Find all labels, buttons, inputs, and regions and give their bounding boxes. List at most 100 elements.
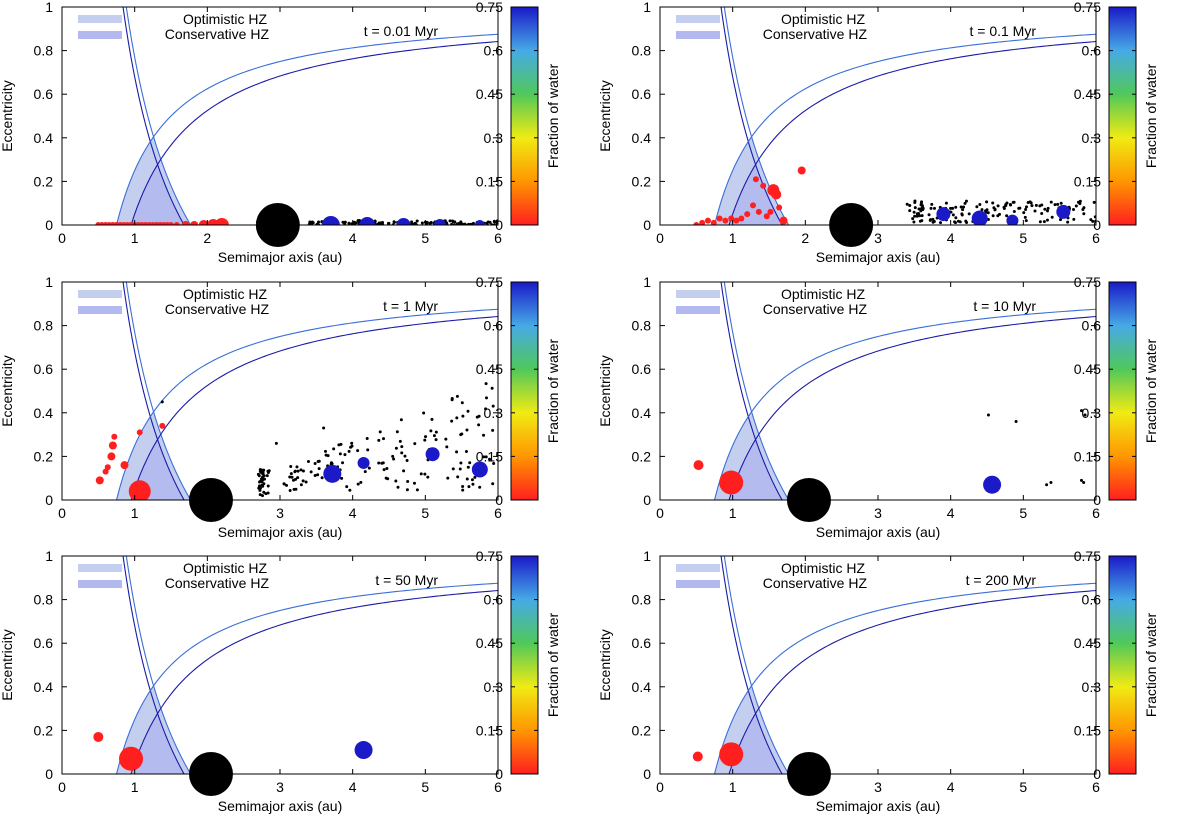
embryo-point bbox=[419, 472, 423, 476]
embryo-point bbox=[378, 430, 382, 434]
embryo-point bbox=[313, 474, 317, 477]
embryo-point bbox=[1024, 219, 1028, 223]
embryo-point bbox=[413, 442, 417, 446]
embryo-point bbox=[1034, 203, 1038, 207]
embryo-point bbox=[412, 481, 416, 485]
embryo-point bbox=[363, 470, 367, 474]
legend-swatch-conservative bbox=[78, 580, 122, 588]
embryo-point bbox=[359, 480, 363, 484]
x-axis-label: Semimajor axis (au) bbox=[218, 798, 342, 814]
y-tick-label: 0.8 bbox=[34, 318, 54, 334]
x-tick-label: 3 bbox=[276, 779, 284, 795]
embryo-point bbox=[915, 214, 919, 218]
embryo-point bbox=[912, 210, 916, 214]
embryo-point bbox=[301, 479, 305, 483]
embryo-point bbox=[398, 439, 402, 443]
embryo-point bbox=[296, 476, 300, 480]
optimistic-outer-curve bbox=[125, 556, 192, 774]
planet-point bbox=[719, 742, 744, 767]
colorbar-tick-label: 0.6 bbox=[484, 592, 504, 608]
embryo-point bbox=[486, 220, 490, 224]
embryo-point bbox=[400, 451, 404, 455]
embryo-point bbox=[939, 221, 943, 225]
legend-label-optimistic: Optimistic HZ bbox=[183, 11, 267, 27]
colorbar-tick-label: 0.75 bbox=[476, 548, 503, 564]
y-axis-label: Eccentricity bbox=[0, 80, 15, 152]
embryo-point bbox=[323, 449, 327, 453]
x-tick-label: 1 bbox=[131, 505, 139, 521]
colorbar-tick-label: 0.75 bbox=[476, 274, 503, 290]
embryo-point bbox=[256, 472, 260, 476]
embryo-point bbox=[1089, 218, 1093, 222]
embryo-point bbox=[1017, 206, 1021, 210]
x-tick-label: 1 bbox=[729, 779, 737, 795]
y-tick-label: 0.4 bbox=[632, 405, 652, 421]
embryo-point bbox=[366, 448, 370, 452]
colorbar-label: Fraction of water bbox=[545, 64, 561, 169]
planet-point bbox=[474, 220, 485, 225]
embryo-point bbox=[380, 222, 384, 225]
embryo-point bbox=[466, 465, 470, 469]
embryo-point bbox=[1049, 481, 1053, 485]
embryo-point bbox=[391, 454, 395, 458]
embryo-point bbox=[468, 461, 472, 465]
embryo-point bbox=[1066, 220, 1070, 224]
conservative-outer-curve bbox=[122, 7, 185, 225]
legend-label-conservative: Conservative HZ bbox=[763, 575, 868, 591]
embryo-point bbox=[341, 461, 345, 465]
embryo-point bbox=[1076, 200, 1080, 204]
colorbar-tick-label: 0.3 bbox=[1082, 405, 1102, 421]
embryo-point bbox=[1024, 208, 1028, 211]
planet-point bbox=[776, 204, 783, 211]
embryo-point bbox=[1046, 209, 1049, 213]
embryo-point bbox=[324, 453, 328, 457]
embryo-point bbox=[986, 211, 990, 215]
embryo-point bbox=[455, 416, 459, 420]
colorbar-label: Fraction of water bbox=[1143, 613, 1159, 718]
optimistic-inner-curve bbox=[713, 582, 1096, 774]
planet-point bbox=[354, 741, 373, 760]
embryo-point bbox=[991, 201, 995, 205]
y-tick-label: 0.2 bbox=[34, 448, 54, 464]
embryo-point bbox=[448, 219, 452, 223]
embryo-point bbox=[1012, 210, 1016, 213]
embryo-point bbox=[908, 209, 912, 213]
x-tick-label: 1 bbox=[131, 230, 139, 246]
embryo-point bbox=[1045, 218, 1049, 222]
colorbar-tick-label: 0.45 bbox=[476, 86, 503, 102]
embryo-point bbox=[381, 461, 385, 465]
embryo-point bbox=[492, 220, 496, 224]
embryo-point bbox=[1079, 478, 1083, 482]
embryo-point bbox=[385, 467, 389, 470]
conservative-outer-curve bbox=[720, 556, 783, 774]
embryo-point bbox=[1040, 212, 1044, 216]
embryo-point bbox=[350, 441, 354, 445]
y-axis-label: Eccentricity bbox=[597, 80, 613, 152]
embryo-point bbox=[463, 222, 467, 225]
legend-label-optimistic: Optimistic HZ bbox=[183, 560, 267, 576]
embryo-point bbox=[458, 467, 462, 471]
planet-point bbox=[128, 480, 151, 500]
legend-swatch-optimistic bbox=[676, 15, 720, 23]
embryo-point bbox=[266, 484, 270, 488]
embryo-point bbox=[290, 475, 294, 479]
embryo-point bbox=[932, 219, 936, 223]
colorbar-tick-label: 0 bbox=[1093, 766, 1101, 782]
embryo-point bbox=[330, 462, 334, 466]
embryo-point bbox=[1014, 420, 1018, 424]
y-tick-label: 0.8 bbox=[34, 43, 54, 59]
planet-point bbox=[719, 470, 744, 495]
embryo-point bbox=[356, 449, 360, 453]
embryo-point bbox=[424, 435, 428, 439]
embryo-point bbox=[451, 219, 455, 223]
time-label: t = 50 Myr bbox=[375, 572, 438, 588]
embryo-point bbox=[339, 442, 343, 446]
conservative-inner-curve bbox=[130, 315, 498, 500]
plot-area bbox=[93, 556, 498, 774]
embryo-point bbox=[1072, 207, 1076, 211]
embryo-point bbox=[484, 407, 488, 411]
embryo-point bbox=[322, 426, 326, 430]
embryo-point bbox=[356, 482, 360, 486]
colorbar-tick-label: 0.6 bbox=[484, 43, 504, 59]
embryo-point bbox=[309, 221, 313, 225]
